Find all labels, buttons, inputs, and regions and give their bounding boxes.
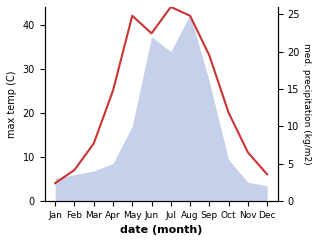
Y-axis label: med. precipitation (kg/m2): med. precipitation (kg/m2) [302,43,311,165]
X-axis label: date (month): date (month) [120,225,202,235]
Y-axis label: max temp (C): max temp (C) [7,70,17,138]
